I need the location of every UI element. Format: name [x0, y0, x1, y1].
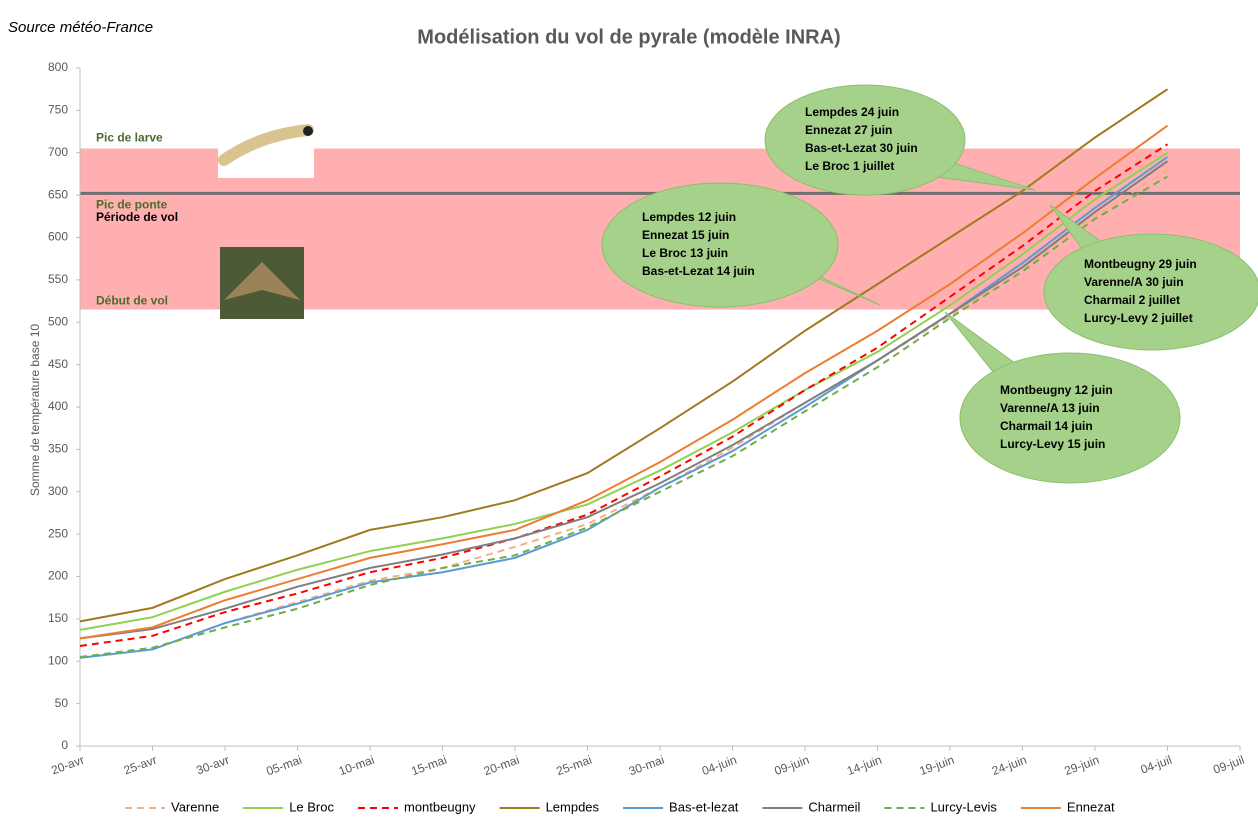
bubble-text: Varenne/A 13 juin	[1000, 401, 1100, 415]
x-tick-label: 24-juin	[990, 753, 1029, 778]
x-tick-label: 15-mai	[409, 753, 448, 779]
bubble-text: Le Broc 1 juillet	[805, 159, 894, 173]
bubble-text: Lurcy-Levy 2 juillet	[1084, 311, 1193, 325]
x-tick-label: 20-avr	[49, 753, 86, 778]
legend-label: Ennezat	[1067, 799, 1115, 814]
x-tick-label: 25-avr	[122, 753, 159, 778]
x-tick-label: 09-juin	[772, 753, 811, 778]
zone-label: Pic de larve	[96, 131, 163, 145]
bubble-text: Charmail 2 juillet	[1084, 293, 1180, 307]
legend-label: Le Broc	[289, 799, 334, 814]
bubble-text: Varenne/A 30 juin	[1084, 275, 1184, 289]
y-tick-label: 750	[48, 103, 68, 117]
y-tick-label: 800	[48, 60, 68, 74]
chart: Source météo-France Modélisation du vol …	[0, 0, 1258, 828]
legend-label: Charmeil	[808, 799, 860, 814]
y-tick-label: 0	[61, 738, 68, 752]
legend-label: Lempdes	[546, 799, 600, 814]
y-tick-label: 100	[48, 653, 68, 667]
moth-icon	[220, 247, 304, 319]
bubble-text: Lempdes 12 juin	[642, 210, 736, 224]
bubble-text: Ennezat 15 juin	[642, 228, 729, 242]
x-tick-label: 25-mai	[554, 753, 593, 779]
y-tick-label: 550	[48, 272, 68, 286]
y-tick-label: 400	[48, 399, 68, 413]
y-axis-label: Somme de température base 10	[28, 324, 42, 496]
chart-title: Modélisation du vol de pyrale (modèle IN…	[417, 26, 840, 48]
x-tick-label: 19-juin	[917, 753, 956, 778]
x-tick-label: 30-avr	[194, 753, 231, 778]
bubble-text: Montbeugny 29 juin	[1084, 257, 1197, 271]
bubble-text: Charmail 14 juin	[1000, 419, 1093, 433]
bubble-text: Le Broc 13 juin	[642, 246, 728, 260]
bubble	[960, 353, 1180, 483]
x-tick-label: 04-juil	[1139, 753, 1174, 777]
bubble-text: Lempdes 24 juin	[805, 105, 899, 119]
bubble-text: Montbeugny 12 juin	[1000, 383, 1113, 397]
bubble-text: Bas-et-Lezat 14 juin	[642, 264, 755, 278]
zone-label: Début de vol	[96, 294, 168, 308]
x-tick-label: 04-juin	[700, 753, 739, 778]
bubble-text: Lurcy-Levy 15 juin	[1000, 437, 1105, 451]
y-tick-label: 200	[48, 569, 68, 583]
y-tick-label: 500	[48, 314, 68, 328]
bubble	[765, 85, 965, 195]
legend-label: Lurcy-Levis	[930, 799, 997, 814]
legend-label: montbeugny	[404, 799, 476, 814]
y-tick-label: 650	[48, 187, 68, 201]
y-tick-label: 300	[48, 484, 68, 498]
legend-label: Varenne	[171, 799, 219, 814]
bubble-text: Bas-et-Lezat 30 juin	[805, 141, 918, 155]
x-tick-label: 10-mai	[337, 753, 376, 779]
y-tick-label: 150	[48, 611, 68, 625]
x-tick-label: 05-mai	[264, 753, 303, 779]
x-tick-label: 09-juil	[1211, 753, 1246, 777]
x-tick-label: 20-mai	[482, 753, 521, 779]
zone-label: Période de vol	[96, 210, 178, 224]
legend-label: Bas-et-lezat	[669, 799, 739, 814]
x-tick-label: 29-juin	[1062, 753, 1101, 778]
y-tick-label: 350	[48, 442, 68, 456]
larva-icon	[218, 122, 314, 178]
x-tick-label: 30-mai	[627, 753, 666, 779]
bubble-text: Ennezat 27 juin	[805, 123, 892, 137]
bubble	[602, 183, 838, 307]
source: Source météo-France	[8, 19, 153, 36]
bubble	[1044, 234, 1258, 350]
y-tick-label: 250	[48, 526, 68, 540]
y-tick-label: 700	[48, 145, 68, 159]
x-tick-label: 14-juin	[845, 753, 884, 778]
y-tick-label: 450	[48, 357, 68, 371]
y-tick-label: 50	[55, 696, 69, 710]
y-tick-label: 600	[48, 230, 68, 244]
